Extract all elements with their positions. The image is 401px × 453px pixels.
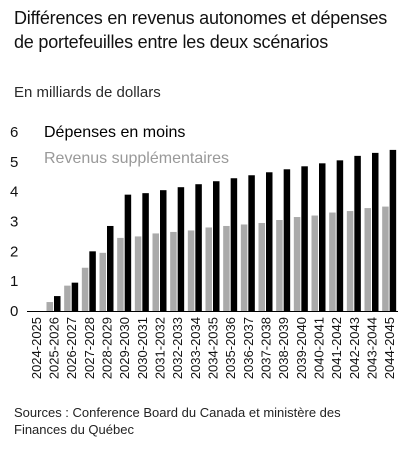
chart: 0 1 2 3 4 5 6 2024-2025 2025-2026 2026-2027 2027-…	[0, 108, 401, 403]
bar-depenses-en-moins	[142, 193, 149, 311]
page-subtitle: En milliards de dollars	[14, 84, 161, 101]
x-axis: 2024-2025 2025-2026 2026-2027 2027-2028 2028…	[27, 311, 398, 379]
x-tick-label: 2042-2043	[347, 317, 362, 379]
bar-revenus-supplementaires	[311, 215, 318, 311]
y-axis: 0 1 2 3 4 5 6	[10, 124, 18, 320]
bar-revenus-supplementaires	[258, 222, 265, 311]
x-tick-label: 2037-2038	[259, 317, 274, 379]
legend-label-depenses-en-moins: Dépenses en moins	[44, 124, 185, 141]
bar-depenses-en-moins	[230, 178, 238, 311]
source-note: Sources : Conference Board du Canada et …	[14, 405, 341, 437]
x-tick-label: 2032-2033	[170, 317, 185, 379]
bar-revenus-supplementaires	[223, 225, 230, 311]
bar-revenus-supplementaires	[187, 230, 195, 311]
bar-revenus-supplementaires	[293, 217, 301, 311]
bar-revenus-supplementaires	[134, 236, 142, 311]
y-tick-label: 0	[10, 303, 18, 320]
bar-depenses-en-moins	[71, 282, 79, 311]
bar-revenus-supplementaires	[382, 206, 389, 311]
legend-label-revenus-supplementaires: Revenus supplémentaires	[44, 150, 229, 167]
bar-depenses-en-moins	[124, 194, 132, 311]
x-tick-label: 2033-2034	[188, 317, 203, 379]
x-tick-label: 2031-2032	[153, 317, 168, 379]
x-tick-label: 2044-2045	[382, 317, 397, 379]
bar-depenses-en-moins	[177, 187, 185, 311]
x-tick-label: 2028-2029	[100, 317, 115, 379]
x-tick-label: 2039-2040	[294, 317, 309, 379]
bar-revenus-supplementaires	[329, 212, 336, 311]
bar-revenus-supplementaires	[64, 285, 71, 311]
legend: Dépenses en moins Revenus supplémentaires	[44, 124, 229, 167]
bar-revenus-supplementaires	[205, 227, 212, 311]
bar-revenus-supplementaires	[276, 220, 283, 311]
bar-depenses-en-moins	[160, 190, 167, 311]
x-tick-label: 2034-2035	[206, 317, 221, 379]
x-tick-label: 2030-2031	[135, 317, 150, 379]
bar-revenus-supplementaires	[81, 267, 89, 311]
bar-depenses-en-moins	[336, 160, 344, 311]
x-tick-label: 2025-2026	[47, 317, 62, 379]
bar-revenus-supplementaires	[170, 231, 177, 311]
y-tick-label: 2	[10, 243, 18, 260]
bar-depenses-en-moins	[283, 169, 291, 311]
x-tick-label: 2038-2039	[276, 317, 291, 379]
bar-depenses-en-moins	[389, 149, 397, 311]
x-tick-label: 2026-2027	[64, 317, 79, 379]
x-tick-label: 2035-2036	[223, 317, 238, 379]
bar-revenus-supplementaires	[346, 211, 354, 311]
bars	[46, 149, 397, 311]
page-title: Différences en revenus autonomes et dépe…	[14, 8, 388, 52]
bar-depenses-en-moins	[107, 225, 114, 311]
bar-depenses-en-moins	[301, 166, 308, 311]
bar-depenses-en-moins	[372, 152, 379, 311]
y-tick-label: 5	[10, 154, 18, 171]
x-tick-label: 2027-2028	[82, 317, 97, 379]
y-tick-label: 6	[10, 124, 18, 141]
y-tick-label: 4	[10, 184, 18, 201]
bar-depenses-en-moins	[248, 175, 255, 311]
bar-depenses-en-moins	[354, 155, 361, 311]
x-tick-label: 2024-2025	[29, 317, 44, 379]
chart-svg: 0 1 2 3 4 5 6 2024-2025 2025-2026 2026-2027 2027-…	[10, 124, 398, 379]
bar-depenses-en-moins	[213, 181, 220, 311]
bar-revenus-supplementaires	[152, 233, 159, 311]
bar-depenses-en-moins	[319, 163, 326, 311]
x-tick-label: 2041-2042	[329, 317, 344, 379]
y-tick-label: 3	[10, 214, 18, 231]
bar-revenus-supplementaires	[240, 224, 248, 311]
x-tick-label: 2029-2030	[117, 317, 132, 379]
bar-revenus-supplementaires	[364, 208, 371, 311]
x-tick-label: 2036-2037	[241, 317, 256, 379]
bar-depenses-en-moins	[266, 172, 273, 311]
bar-revenus-supplementaires	[99, 252, 106, 311]
y-tick-label: 1	[10, 273, 18, 290]
bar-depenses-en-moins	[89, 251, 96, 311]
bar-depenses-en-moins	[54, 296, 61, 311]
bar-depenses-en-moins	[195, 184, 202, 311]
x-tick-label: 2043-2044	[365, 317, 380, 379]
bar-revenus-supplementaires	[46, 302, 53, 311]
bar-revenus-supplementaires	[117, 237, 124, 311]
x-tick-label: 2040-2041	[312, 317, 327, 379]
